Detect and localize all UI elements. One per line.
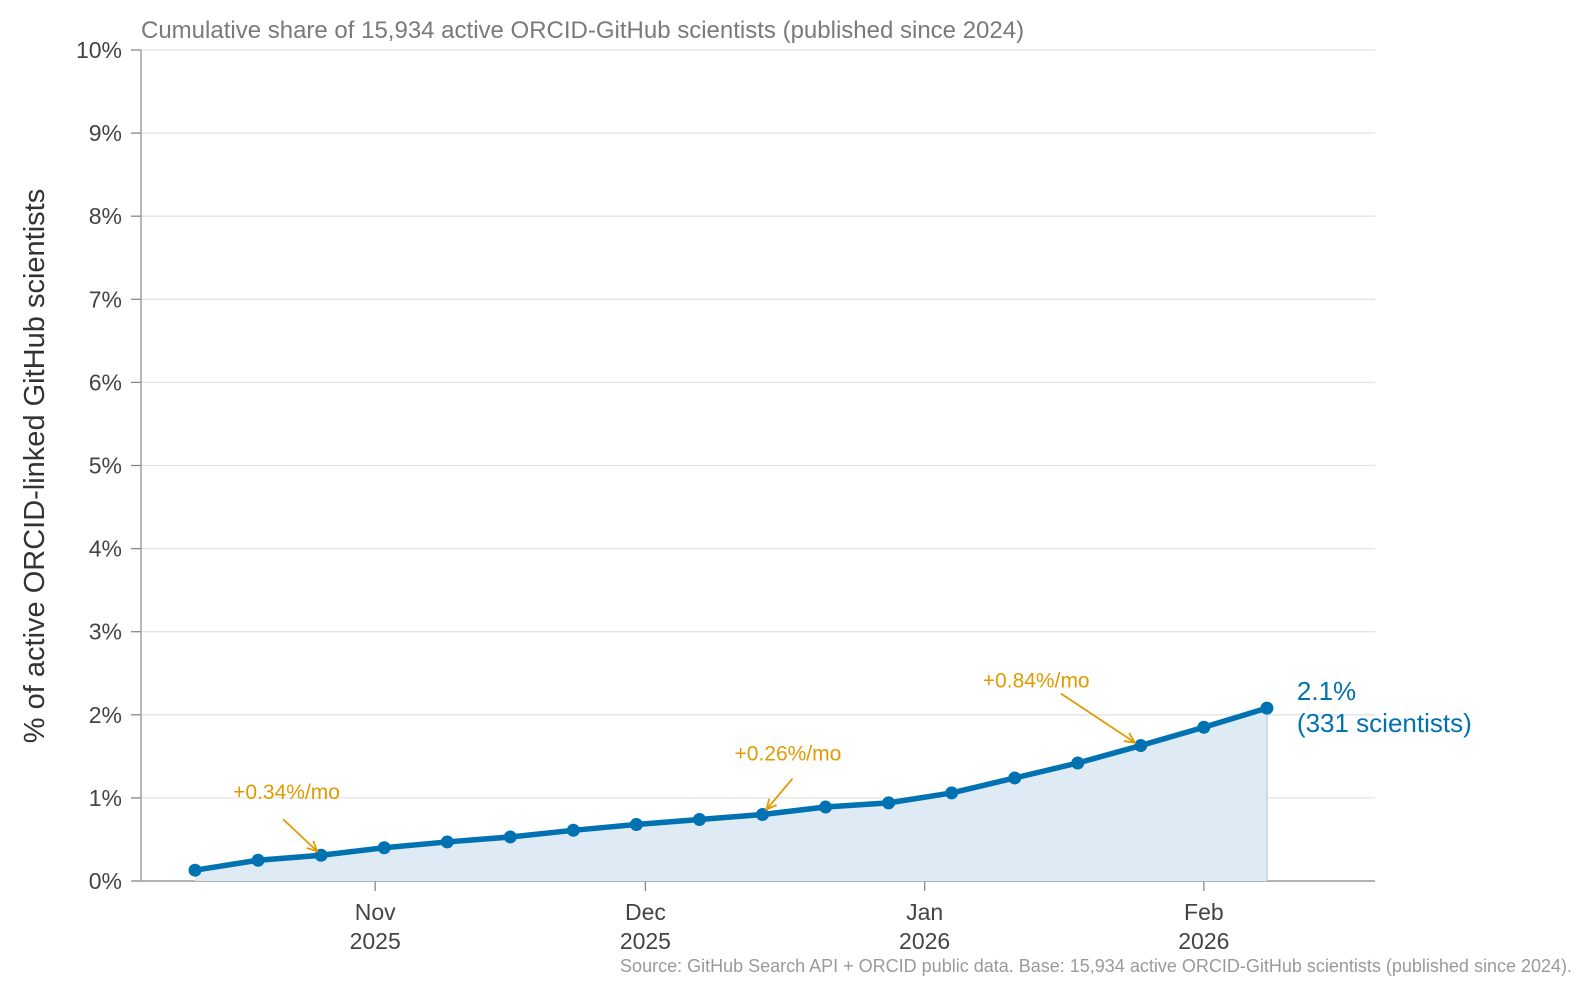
x-axis-ticks: Nov 2025 Dec 2025 Jan 2026 Feb 2026 [350, 881, 1229, 954]
y-tick-label: 7% [89, 286, 122, 312]
data-point [377, 841, 391, 855]
annotation-arrow-line [282, 818, 318, 852]
annotations: +0.34%/mo +0.26%/mo +0.84%/mo [233, 670, 1137, 853]
data-point [692, 813, 706, 827]
annotation-label: +0.26%/mo [735, 743, 842, 766]
annotation-arrow-head [765, 798, 777, 812]
annotation-arrow-head [1123, 732, 1137, 744]
series-points [188, 701, 1274, 877]
y-tick-label: 4% [89, 536, 122, 562]
y-tick-label: 10% [76, 37, 122, 63]
data-point [629, 817, 643, 831]
y-tick-label: 1% [89, 785, 122, 811]
gridlines [141, 49, 1375, 799]
data-point [945, 786, 959, 800]
annotation-arrow-line [1060, 692, 1136, 744]
data-point [503, 830, 517, 844]
y-tick-label: 5% [89, 453, 122, 479]
series-area [195, 708, 1268, 881]
annotation-label: +0.84%/mo [983, 670, 1090, 693]
annotation-arrow-line [765, 777, 794, 811]
x-tick-label-month: Feb [1184, 899, 1224, 925]
annotation-label: +0.34%/mo [233, 781, 340, 804]
annotation-arrow-head [306, 840, 319, 853]
x-tick-label-month: Nov [355, 899, 396, 925]
data-point [188, 863, 202, 877]
data-point [1008, 771, 1022, 785]
data-point [1134, 739, 1148, 753]
end-label-count: (331 scientists) [1297, 708, 1472, 738]
y-tick-label: 8% [89, 203, 122, 229]
y-tick-label: 9% [89, 120, 122, 146]
x-tick-label-month: Dec [625, 899, 666, 925]
y-tick-label: 0% [89, 868, 122, 894]
data-point [882, 796, 896, 810]
y-tick-label: 6% [89, 369, 122, 395]
series-area-fill [195, 708, 1267, 881]
data-point [251, 853, 265, 867]
end-label-value: 2.1% [1297, 676, 1356, 706]
x-tick-label-year: 2026 [1178, 928, 1229, 954]
data-point [566, 823, 580, 837]
y-tick-label: 3% [89, 619, 122, 645]
data-point [1071, 756, 1085, 770]
source-note: Source: GitHub Search API + ORCID public… [620, 956, 1572, 976]
y-axis-ticks: 0% 1% 2% 3% 4% 5% 6% 7% 8% 9% 10% [76, 37, 141, 894]
x-tick-label-year: 2026 [899, 928, 950, 954]
data-point [1197, 720, 1211, 734]
x-tick-label-year: 2025 [620, 928, 671, 954]
x-tick-label-year: 2025 [350, 928, 401, 954]
data-point [440, 835, 454, 849]
x-tick-label-month: Jan [906, 899, 943, 925]
data-point [1260, 701, 1274, 715]
y-tick-label: 2% [89, 702, 122, 728]
chart-subtitle: Cumulative share of 15,934 active ORCID-… [141, 17, 1024, 44]
series-line-path [192, 705, 1270, 873]
y-axis-label: % of active ORCID-linked GitHub scientis… [19, 189, 51, 743]
data-point [819, 800, 833, 814]
series-line [192, 705, 1270, 873]
data-point [756, 808, 770, 822]
end-label: 2.1%(331 scientists) [1297, 676, 1472, 738]
